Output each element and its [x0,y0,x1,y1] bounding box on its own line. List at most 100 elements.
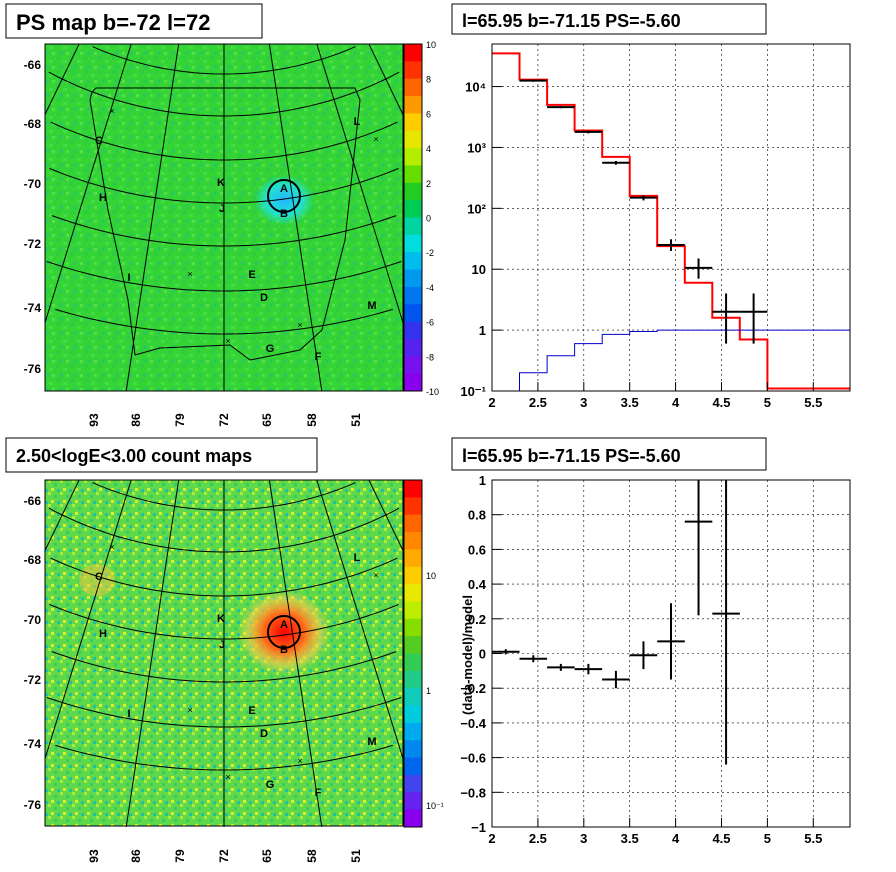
bot-cross-marker: × [297,756,302,766]
bot-colorbar-segment [404,792,422,811]
top-colorbar-segment [404,304,422,323]
bot-colorbar-segment [404,757,422,776]
spectrum-x-tick-label: 5 [764,395,771,410]
source-label-m: M [367,736,376,748]
bot-colorbar-segment [404,774,422,793]
spectrum-y-tick-label: 10⁻¹ [460,384,486,399]
top-colorbar-segment [404,234,422,253]
count-map-title-box [5,437,318,473]
top-y-tick-label: -66 [24,58,42,72]
count-colorbar-tick-label: 10 [426,571,436,581]
source-label-k: K [217,613,225,625]
top-cross-marker: × [109,106,114,116]
count-colorbar-tick-label: 10⁻¹ [426,801,444,811]
bot-cross-marker: × [187,705,192,715]
ps-colorbar-tick-label: 6 [426,109,431,119]
top-meridian-line [368,44,403,116]
residual-y-tick-label: 0.6 [468,542,486,557]
source-label-a: A [280,619,288,631]
top-y-tick-label: -76 [24,362,42,376]
bot-colorbar-segment [404,497,422,516]
top-x-tick-label: 86 [129,413,143,427]
bot-colorbar-segment [404,532,422,550]
ps-map-coldspot [254,175,314,225]
spectrum-x-tick-label: 4.5 [712,395,730,410]
ps-map-y-ticks: -66 -68 -70 -72 -74 -76 [24,58,42,376]
top-source-circle [267,179,301,213]
residual-plot: 2 2.5 3 3.5 4 4.5 5 5.5 −1 −0.8 −0.6 −0.4 −0.2 0 0.2 0.… [460,473,851,846]
bot-colorbar-segment [404,636,422,654]
bot-colorbar-segment [404,809,422,828]
source-label-b: B [280,644,288,656]
spectrum-y-tick-label: 1 [479,323,486,338]
top-colorbar-segment [404,286,422,305]
spectrum-panel: l=65.95 b=-71.15 PS=-5.60 2 2.5 3 3.5 4 4.5 5 5… [451,3,851,410]
residual-x-tick-label: 2.5 [529,831,547,846]
top-colorbar-segment [404,113,422,132]
bot-meridian-line [368,480,403,552]
bot-x-tick-label: 79 [173,849,187,863]
top-colorbar-segment [404,130,422,149]
top-cross-marker: × [187,269,192,279]
residual-y-tick-label: −1 [471,820,486,835]
ps-colorbar-tick-label: -8 [426,352,434,362]
source-label-i: I [127,272,130,284]
spectrum-y-tick-label: 10² [467,201,486,216]
residual-title: l=65.95 b=-71.15 PS=-5.60 [462,446,681,466]
ps-colorbar-tick-label: 10 [426,40,436,50]
ps-colorbar-tick-label: 4 [426,144,431,154]
count-map-coordinate-grid [45,480,403,827]
top-x-tick-label: 72 [217,413,231,427]
source-label-g: G [266,343,275,355]
spectrum-plot: 2 2.5 3 3.5 4 4.5 5 5.5 10⁻¹ 1 10 10² 10³ 10⁴ [460,43,851,410]
residual-x-tick-label: 3.5 [621,831,639,846]
source-label-h: H [99,628,107,640]
residual-title-box [451,437,767,471]
spectrum-frame [491,43,851,392]
residual-x-tick-label: 5 [764,831,771,846]
top-colorbar-segment [404,356,422,375]
ps-map-title: PS map b=-72 l=72 [16,10,210,35]
top-colorbar-segment [404,44,422,62]
ps-map-x-ticks: 93 86 79 72 65 58 51 [87,413,363,427]
top-colorbar-segment [404,182,422,201]
spectrum-x-tick-label: 3 [580,395,587,410]
bot-colorbar-segment [404,722,422,741]
bot-meridian-line [125,480,180,827]
bot-y-tick-label: -66 [24,494,42,508]
top-colorbar-segment [404,78,422,97]
residual-y-tick-label: −0.6 [460,751,486,766]
top-colorbar-segment [404,61,422,80]
source-label-b: B [280,208,288,220]
top-meridian-line [125,44,180,391]
bot-colorbar-segment [404,670,422,689]
bot-source-circle [267,615,301,649]
source-label-c: C [95,571,103,583]
count-map-faint-source [79,564,115,596]
bot-y-tick-label: -70 [24,613,42,627]
residual-x-tick-label: 5.5 [804,831,822,846]
bot-cross-marker: × [373,570,378,580]
bot-meridian-line [316,480,403,761]
count-map-hotspot [238,590,330,674]
bot-x-tick-label: 72 [217,849,231,863]
bot-colorbar-segment [404,566,422,585]
bot-colorbar-frame [403,479,423,828]
count-map-y-ticks: -66 -68 -70 -72 -74 -76 [24,494,42,812]
residual-panel: l=65.95 b=-71.15 PS=-5.60 2 2.5 3 3.5 4 4.5 5 5… [451,437,851,846]
top-colorbar-segment [404,165,422,184]
bot-meridian-line [45,480,132,761]
source-label-a: A [280,183,288,195]
ps-map-source-labels: A B C DE F G H I J K L M × × × × × [95,106,379,363]
source-label-j: J [219,203,225,215]
top-meridian-line [45,44,132,325]
bot-x-tick-label: 58 [305,849,319,863]
count-map-colorbar: 10 1 10⁻¹ [403,479,444,828]
residual-y-tick-label: 0 [479,647,486,662]
top-cross-marker: × [297,320,302,330]
bot-meridian-line [45,480,80,552]
source-label-h: H [99,192,107,204]
spectrum-x-tick-label: 2.5 [529,395,547,410]
source-label-d: D [260,728,268,740]
